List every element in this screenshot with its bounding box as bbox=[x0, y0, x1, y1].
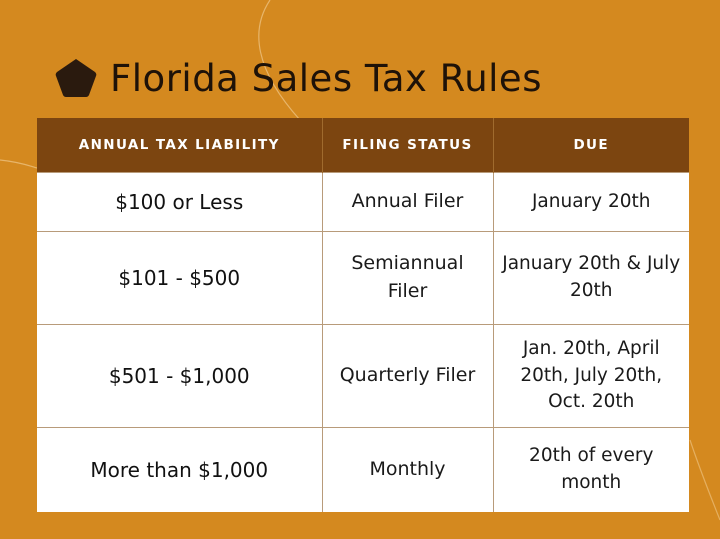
due-cell: January 20th bbox=[493, 172, 689, 232]
table-row: $101 - $500 Semiannual Filer January 20t… bbox=[37, 231, 689, 325]
table-row: $100 or Less Annual Filer January 20th bbox=[37, 172, 689, 232]
liability-cell: More than $1,000 bbox=[37, 427, 323, 512]
due-cell: 20th of every month bbox=[493, 427, 689, 512]
header-filing-status: FILING STATUS bbox=[322, 118, 494, 173]
due-cell: January 20th & July 20th bbox=[493, 231, 689, 325]
liability-cell: $101 - $500 bbox=[37, 231, 323, 325]
page-title: Florida Sales Tax Rules bbox=[110, 56, 542, 100]
filing-status-cell: Annual Filer bbox=[322, 172, 494, 232]
title-row: Florida Sales Tax Rules bbox=[54, 50, 542, 106]
filing-status-cell: Quarterly Filer bbox=[322, 324, 494, 428]
header-due: DUE bbox=[493, 118, 689, 173]
filing-status-cell: Semiannual Filer bbox=[322, 231, 494, 325]
table-row: $501 - $1,000 Quarterly Filer Jan. 20th,… bbox=[37, 324, 689, 428]
liability-cell: $501 - $1,000 bbox=[37, 324, 323, 428]
tax-rules-table: ANNUAL TAX LIABILITY FILING STATUS DUE $… bbox=[37, 118, 689, 512]
liability-cell: $100 or Less bbox=[37, 172, 323, 232]
table-row: More than $1,000 Monthly 20th of every m… bbox=[37, 427, 689, 512]
filing-status-cell: Monthly bbox=[322, 427, 494, 512]
header-annual-tax-liability: ANNUAL TAX LIABILITY bbox=[37, 118, 323, 173]
table-header-row: ANNUAL TAX LIABILITY FILING STATUS DUE bbox=[37, 118, 689, 173]
due-cell: Jan. 20th, April 20th, July 20th, Oct. 2… bbox=[493, 324, 689, 428]
pentagon-icon bbox=[55, 59, 97, 97]
